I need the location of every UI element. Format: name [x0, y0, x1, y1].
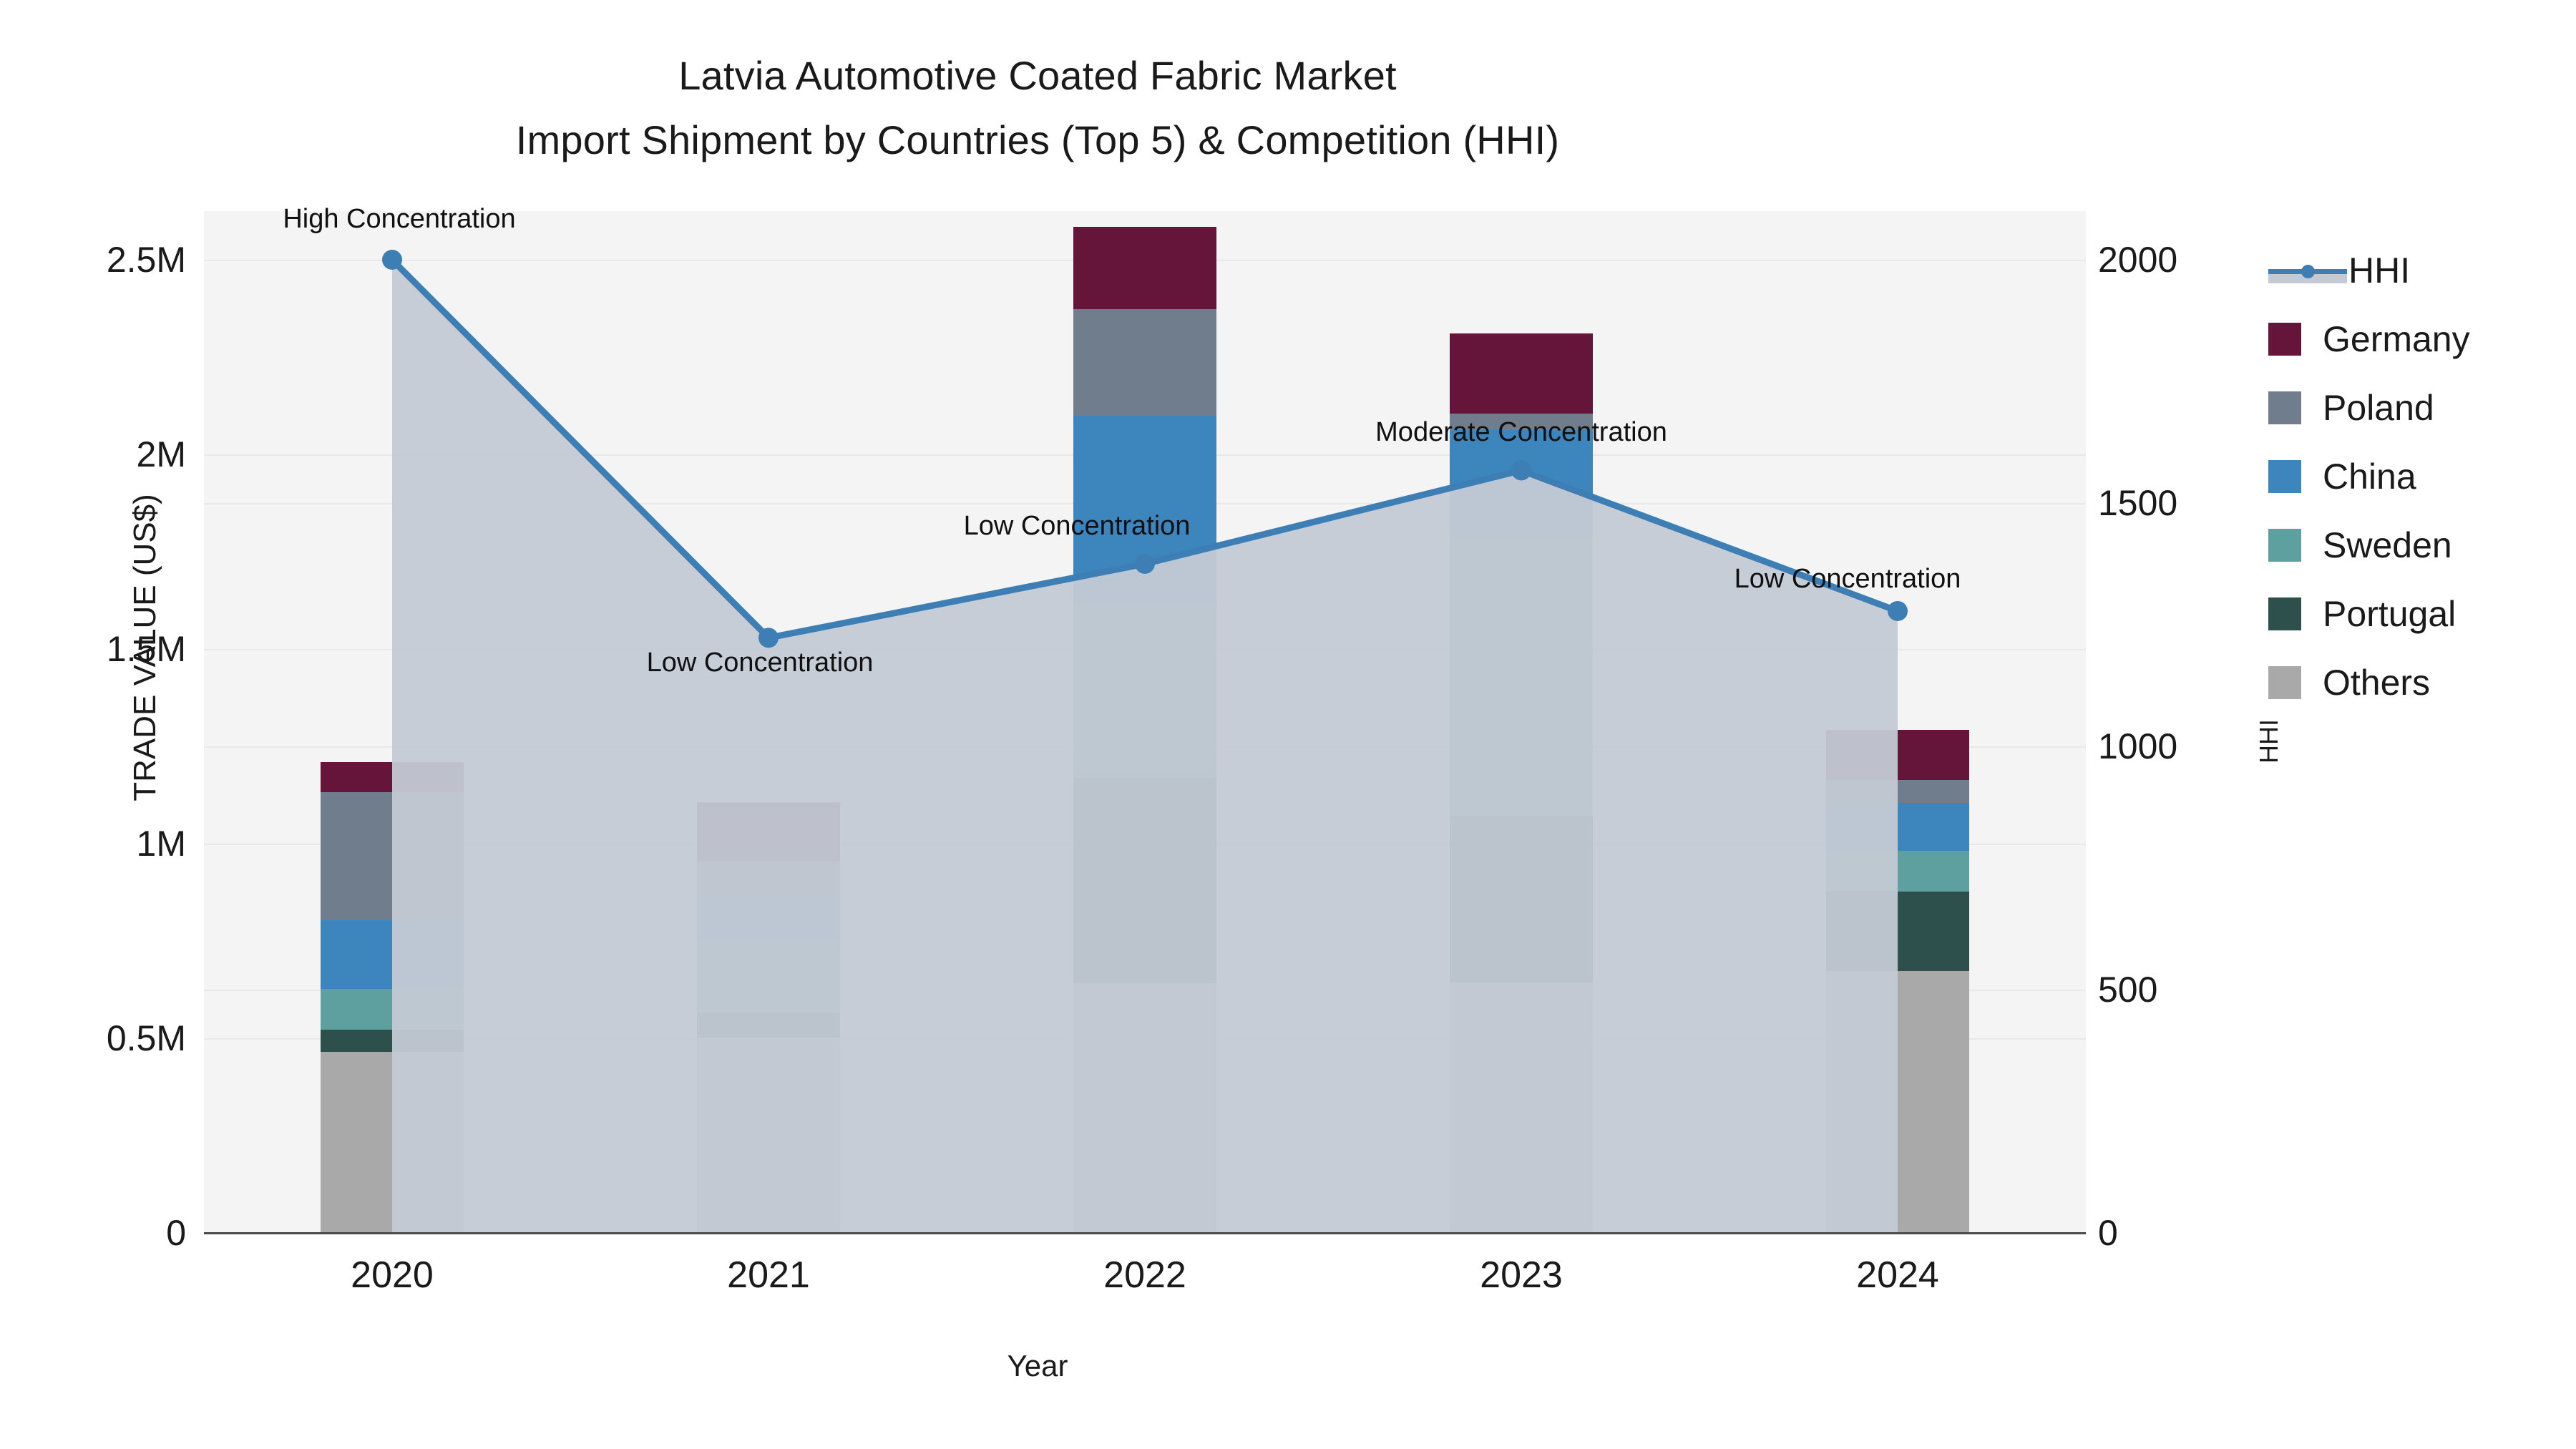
legend-color-swatch	[2268, 666, 2301, 699]
legend-color-swatch	[2268, 529, 2301, 562]
y-axis-left-tick-label: 0	[166, 1213, 186, 1253]
hhi-line-overlay	[382, 250, 1908, 1233]
y-axis-right-ticks: 0 500 1000 1500 2000	[2098, 0, 2313, 1449]
plot-area	[204, 211, 2086, 1234]
hhi-point[interactable]	[758, 628, 779, 648]
y-axis-left-tick-label: 1.5M	[106, 629, 186, 669]
y-axis-left-tick-label: 2.5M	[106, 240, 186, 280]
hhi-point[interactable]	[382, 250, 402, 270]
bar-segment-poland[interactable]	[1450, 414, 1593, 430]
y-axis-right-tick-label: 0	[2098, 1213, 2118, 1253]
legend-item-label: Others	[2323, 663, 2431, 703]
x-axis-tick-label: 2022	[1103, 1254, 1186, 1296]
legend-item-germany[interactable]: Germany	[2268, 305, 2576, 374]
legend-item-label: China	[2323, 457, 2416, 497]
y-axis-left-tick-label: 1M	[136, 824, 186, 864]
y-axis-left-tick-label: 2M	[136, 434, 186, 474]
bar-segment-poland[interactable]	[1073, 309, 1216, 416]
legend-area-swatch	[2268, 274, 2347, 283]
legend-item-label: Portugal	[2323, 594, 2457, 634]
chart-title-line-2: Import Shipment by Countries (Top 5) & C…	[515, 117, 1560, 162]
legend-item-label: HHI	[2348, 250, 2411, 291]
legend-color-swatch	[2268, 460, 2301, 493]
legend-item-hhi[interactable]: HHI	[2268, 236, 2576, 305]
x-axis-tick-label: 2020	[351, 1254, 434, 1296]
y-axis-right-tick-label: 1000	[2098, 726, 2178, 766]
y-axis-left-tick-label: 0.5M	[106, 1018, 186, 1058]
hhi-point[interactable]	[1135, 554, 1155, 574]
y-axis-left-ticks: 0 0.5M 1M 1.5M 2M 2.5M	[0, 0, 187, 1449]
legend-item-sweden[interactable]: Sweden	[2268, 511, 2576, 580]
legend-line-marker	[2268, 254, 2347, 287]
legend-color-swatch	[2268, 323, 2301, 356]
hhi-annotation: Low Concentration	[646, 648, 874, 678]
legend-item-label: Sweden	[2323, 525, 2452, 565]
legend-point-swatch	[2301, 265, 2315, 278]
legend-item-others[interactable]: Others	[2268, 648, 2576, 717]
legend: HHI Germany Poland China Sweden Portugal Other…	[2268, 236, 2576, 717]
legend-item-portugal[interactable]: Portugal	[2268, 580, 2576, 648]
legend-item-label: Germany	[2323, 319, 2470, 359]
y-axis-right-title: HHI	[2254, 719, 2283, 763]
hhi-annotation: Low Concentration	[963, 511, 1191, 541]
hhi-point[interactable]	[1511, 460, 1531, 481]
hhi-annotation: High Concentration	[283, 204, 516, 234]
y-axis-right-tick-label: 500	[2098, 970, 2158, 1010]
y-axis-right-tick-label: 2000	[2098, 240, 2178, 280]
chart-title: Latvia Automotive Coated Fabric Market I…	[0, 56, 2075, 160]
legend-color-swatch	[2268, 391, 2301, 424]
hhi-point[interactable]	[1888, 600, 1908, 621]
x-axis-title: Year	[1007, 1349, 1068, 1382]
hhi-area-fill	[392, 260, 1898, 1233]
legend-item-china[interactable]: China	[2268, 442, 2576, 511]
y-axis-right-tick-label: 1500	[2098, 483, 2178, 523]
hhi-annotation: Moderate Concentration	[1375, 417, 1667, 448]
legend-item-label: Poland	[2323, 388, 2434, 428]
legend-item-poland[interactable]: Poland	[2268, 374, 2576, 442]
hhi-annotation: Low Concentration	[1734, 563, 1961, 594]
bar-segment-germany[interactable]	[1073, 226, 1216, 310]
x-axis-tick-label: 2023	[1480, 1254, 1563, 1296]
legend-color-swatch	[2268, 597, 2301, 630]
x-axis-tick-label: 2024	[1856, 1254, 1939, 1296]
chart-title-line-1: Latvia Automotive Coated Fabric Market	[678, 53, 1397, 98]
x-axis-line	[204, 1232, 2086, 1234]
x-axis-tick-label: 2021	[727, 1254, 810, 1296]
bar-segment-germany[interactable]	[1450, 333, 1593, 414]
y-axis-left-title: TRADE VALUE (US$)	[127, 494, 162, 801]
hhi-data-points	[382, 250, 1908, 648]
